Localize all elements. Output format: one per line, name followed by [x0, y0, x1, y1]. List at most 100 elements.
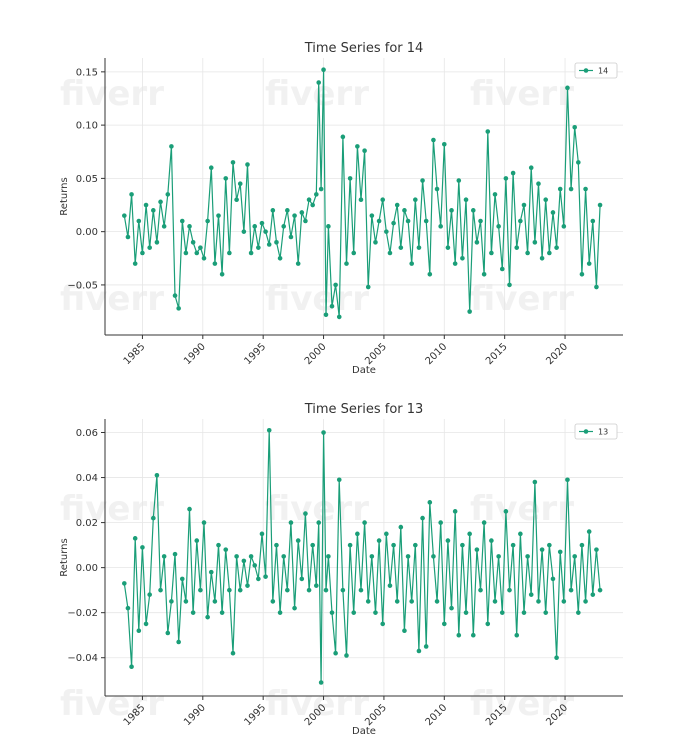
x-axis-label: Date	[352, 726, 376, 737]
data-point	[507, 587, 512, 593]
data-point	[129, 192, 134, 197]
data-point	[208, 165, 214, 171]
data-point	[489, 538, 494, 543]
data-point	[391, 542, 396, 548]
data-point	[227, 250, 232, 256]
data-point	[140, 250, 145, 256]
x-tick-label: 2000	[303, 341, 329, 367]
data-point	[369, 554, 375, 559]
data-point	[496, 554, 501, 559]
data-point	[259, 531, 265, 537]
data-point	[252, 224, 258, 229]
data-point	[318, 680, 324, 685]
data-point	[576, 160, 581, 165]
data-point	[441, 141, 447, 147]
data-point	[456, 632, 462, 638]
data-point	[365, 284, 371, 290]
data-point	[438, 520, 443, 525]
data-point	[248, 250, 254, 256]
data-point	[456, 178, 462, 183]
data-point	[201, 520, 207, 525]
data-point	[183, 250, 189, 256]
data-point	[369, 213, 375, 218]
data-point	[288, 234, 294, 240]
data-point	[176, 306, 181, 311]
data-point	[205, 614, 210, 620]
data-point	[310, 202, 315, 208]
data-point	[427, 500, 433, 505]
data-point	[303, 511, 308, 516]
data-point	[274, 542, 279, 548]
chart-title: Time Series for 14	[304, 41, 424, 56]
data-point	[590, 218, 596, 224]
y-axis-label: Returns	[59, 538, 70, 576]
data-point	[427, 271, 433, 277]
data-point	[132, 261, 138, 266]
data-point	[416, 245, 422, 250]
data-point	[398, 245, 404, 250]
data-point	[179, 576, 185, 582]
data-point	[460, 255, 465, 261]
data-point	[384, 229, 389, 234]
y-tick-label: 0.00	[76, 563, 98, 574]
data-point	[355, 144, 360, 149]
data-point	[514, 632, 520, 638]
data-point	[452, 261, 458, 266]
watermark-text: fiverr	[265, 74, 369, 114]
x-tick-label: 2005	[363, 341, 389, 367]
data-point	[169, 599, 174, 604]
data-point	[306, 587, 312, 593]
data-point	[507, 282, 512, 288]
data-point	[503, 176, 509, 181]
data-point	[597, 587, 603, 593]
data-point	[306, 197, 312, 202]
data-point	[402, 208, 407, 213]
data-point	[373, 610, 378, 615]
data-point	[323, 587, 329, 593]
data-point	[122, 581, 127, 586]
data-point	[150, 208, 156, 213]
data-point	[285, 208, 290, 213]
data-point	[158, 199, 163, 205]
data-point	[568, 186, 574, 192]
data-point	[295, 538, 301, 543]
y-tick-label: −0.02	[67, 608, 98, 619]
data-point	[420, 515, 425, 521]
data-point	[565, 85, 570, 91]
data-point	[270, 599, 276, 604]
data-point	[423, 644, 429, 649]
data-point	[316, 520, 322, 525]
data-point	[499, 610, 505, 615]
data-point	[481, 271, 487, 277]
y-tick-label: 0.06	[76, 428, 98, 439]
data-point	[521, 202, 527, 208]
data-point	[561, 599, 567, 604]
watermark-text: fiverr	[470, 279, 574, 319]
data-point	[223, 176, 229, 181]
data-point	[259, 220, 265, 226]
x-tick-label: 2010	[424, 702, 450, 728]
x-tick-label: 1995	[243, 341, 269, 367]
data-point	[230, 650, 236, 656]
data-point	[256, 245, 261, 250]
data-point	[394, 599, 400, 604]
y-tick-label: 0.05	[76, 174, 98, 185]
data-point	[340, 134, 346, 140]
data-point	[362, 520, 367, 525]
data-point	[318, 186, 324, 192]
data-point	[554, 655, 559, 661]
y-tick-label: 0.00	[76, 227, 98, 238]
data-point	[409, 261, 414, 266]
watermark-text: fiverr	[265, 279, 369, 319]
data-point	[550, 210, 556, 215]
data-point	[398, 524, 404, 530]
watermark-text: fiverr	[470, 74, 574, 114]
data-point	[543, 610, 549, 615]
data-point	[245, 583, 250, 588]
data-point	[387, 583, 393, 588]
data-point	[470, 632, 476, 638]
data-point	[467, 309, 472, 314]
data-point	[474, 240, 480, 245]
